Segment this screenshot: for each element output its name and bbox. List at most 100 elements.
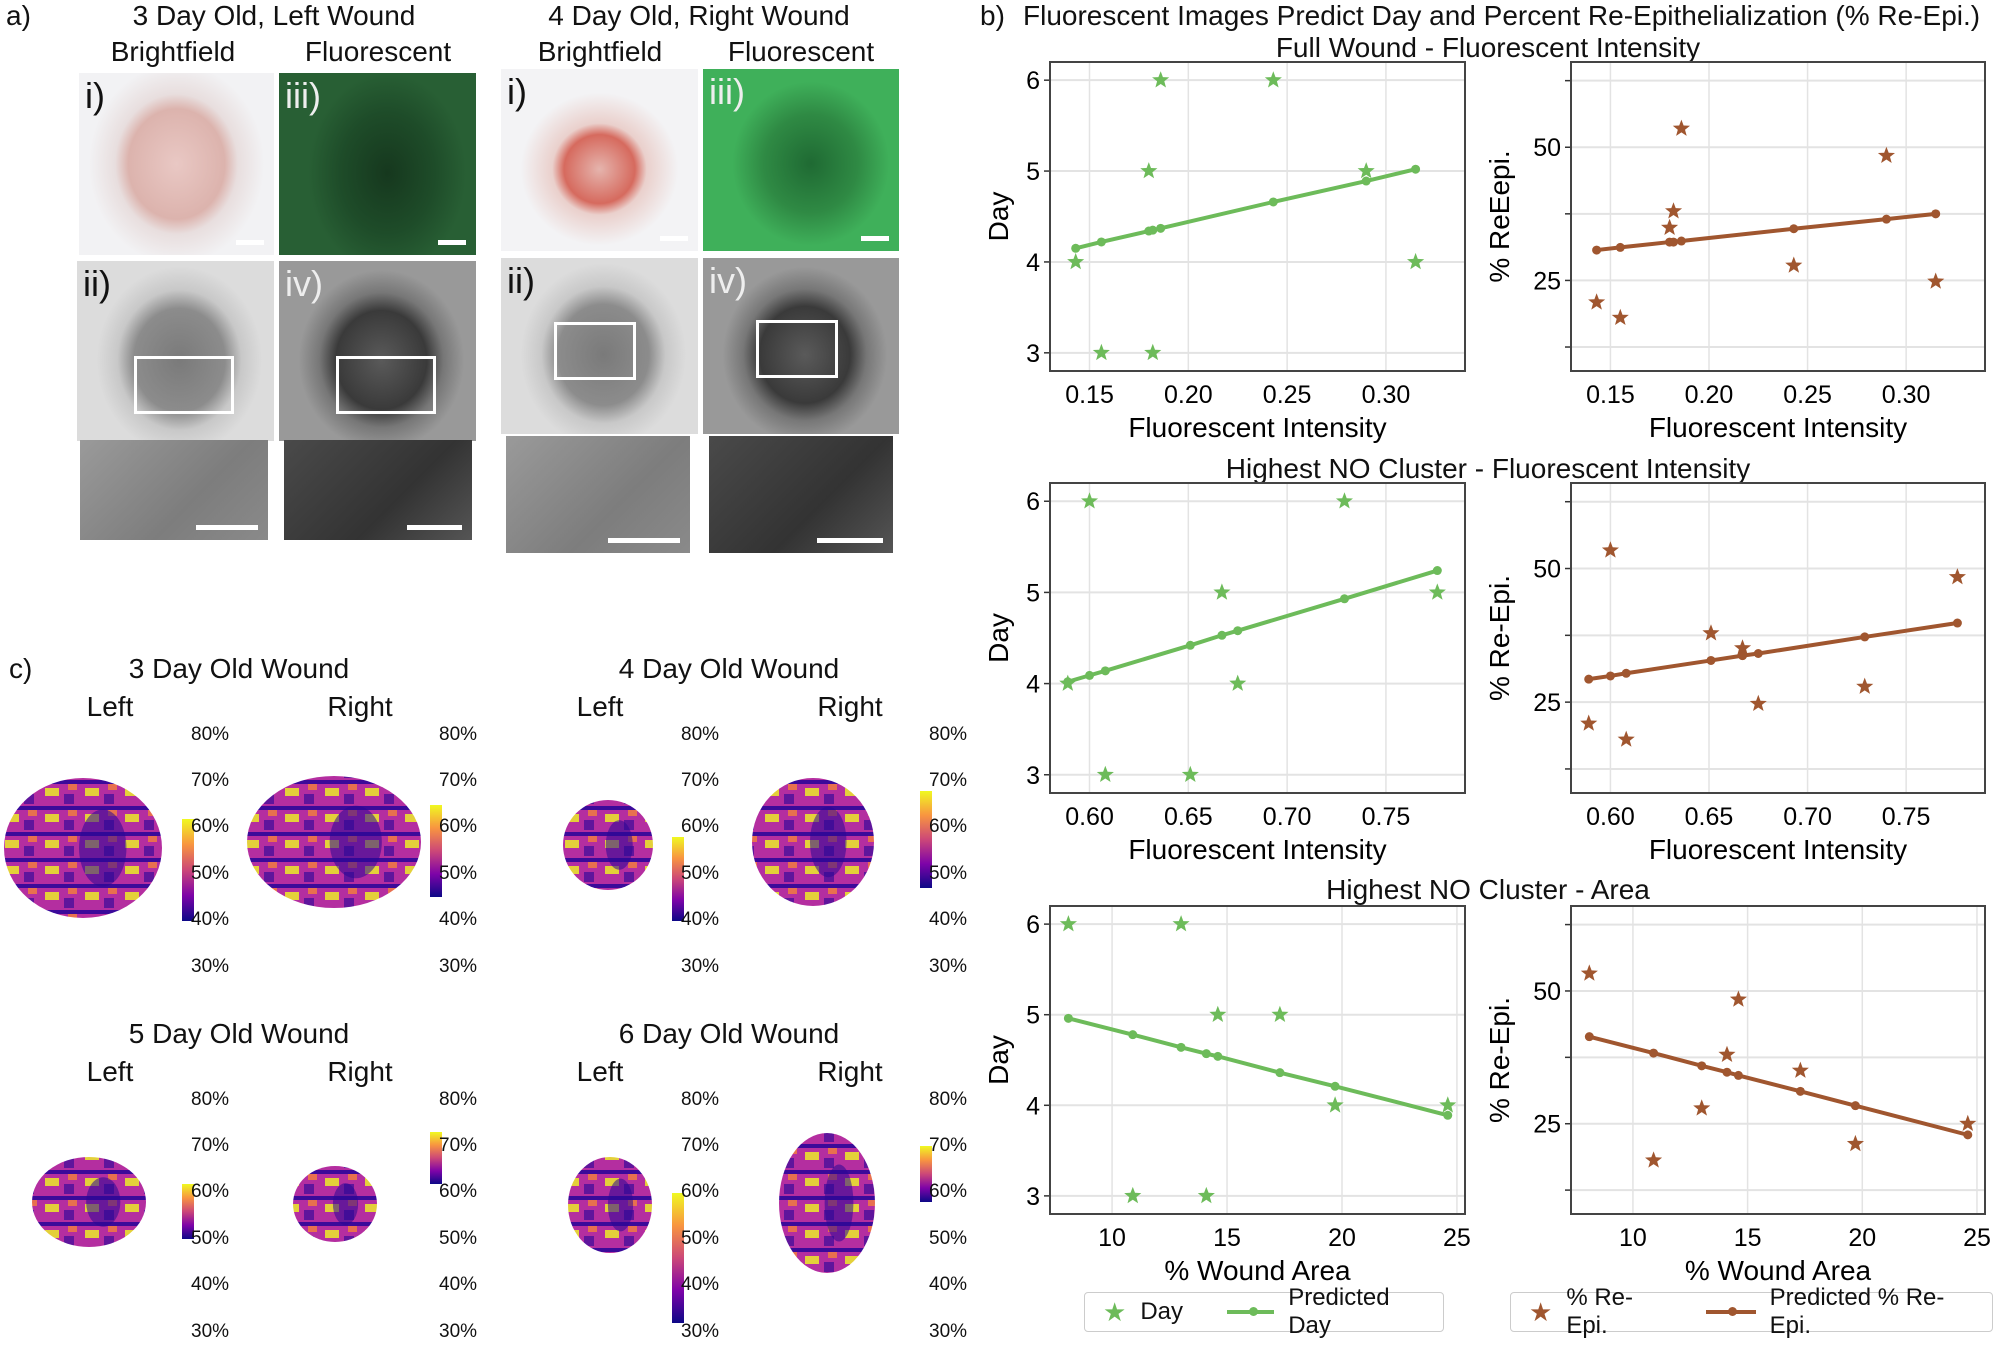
predicted-point [1339,594,1349,604]
observed-star-point [1645,1151,1663,1168]
observed-star-point [1588,293,1606,310]
zoom-inset-image [506,436,690,553]
x-axis-label: % Wound Area [1164,1255,1351,1286]
heatmap-low-region [824,1164,854,1242]
predicted-point [1753,649,1763,658]
observed-star-point [1580,964,1598,981]
scale-bar [660,236,688,241]
predicted-point [1330,1081,1340,1091]
image-label: iii) [709,71,745,112]
y-tick-label: 5 [1026,158,1040,186]
colorbar-tick-label: 70% [439,770,478,791]
row-title: Highest NO Cluster - Area [1326,874,1650,905]
zoom-region-box [756,320,838,378]
column-label: Fluorescent [304,36,452,67]
colorbar-tick-label: 30% [191,1321,230,1342]
plot-frame [1570,482,1986,794]
zoom-region-box [336,356,436,414]
star-icon: ★ [1529,1296,1553,1327]
plot-frame [1049,61,1466,372]
colorbar-tick-label: 70% [439,1135,478,1156]
y-tick-label: 6 [1026,67,1040,95]
column-label: Fluorescent [727,36,875,67]
predicted-point [1071,243,1081,253]
scale-bar [438,240,466,245]
panel-c-label: c) [9,653,33,684]
line-marker-icon [1706,1307,1756,1316]
colorbar-tick-label: 50% [929,863,968,884]
image-label: i) [507,71,527,112]
colorbar-tick-label: 60% [681,1181,720,1202]
y-tick-label: 50 [1533,556,1561,584]
observed-star-point [1948,568,1966,585]
observed-star-point [1357,162,1375,179]
predicted-point [1128,1030,1138,1040]
colorbar-tick-label: 80% [439,1089,478,1110]
observed-star-point [1124,1186,1142,1204]
predicted-point [1676,236,1686,246]
image-label: iv) [285,263,323,304]
observed-star-point [1693,1099,1711,1116]
zoom-inset-image [709,436,893,553]
predicted-point [1096,237,1106,247]
colorbar-tick-label: 50% [681,1228,720,1249]
colorbar [430,1132,442,1184]
x-tick-label: 0.60 [1586,803,1635,831]
predicted-line [1067,568,1438,684]
colorbar-tick-label: 50% [191,863,230,884]
line-marker-icon [1227,1307,1275,1316]
y-tick-label: 5 [1026,1002,1040,1030]
observed-star-point [1877,146,1895,163]
star-icon: ★ [1103,1296,1127,1327]
legend-label: Predicted % Re-Epi. [1769,1284,1945,1339]
side-label: Right [327,691,393,722]
predicted-point [1669,237,1679,247]
colorbar-tick-label: 40% [681,1274,720,1295]
colorbar-tick-label: 30% [439,956,478,977]
colorbar [672,1192,684,1323]
observed-star-point [1181,765,1199,782]
x-tick-label: 20 [1328,1224,1356,1252]
brightfield-image: i) [79,73,274,255]
predicted-point [1148,225,1158,235]
image-label: iii) [285,75,321,116]
predicted-point [1063,1013,1073,1023]
x-tick-label: 0.30 [1882,381,1931,409]
scale-bar [236,240,264,245]
colorbar [182,818,194,921]
brightfield-gray-image: ii) [501,258,698,434]
panel-b-label: b) [980,0,1005,31]
colorbar-tick-label: 40% [929,1274,968,1295]
x-tick-label: 15 [1734,1224,1762,1252]
colorbar-tick-label: 40% [439,1274,478,1295]
observed-star-point [1229,674,1247,691]
colorbar-tick-label: 50% [681,863,720,884]
observed-star-point [1718,1045,1736,1062]
heatmap-low-region [86,1177,121,1227]
column-label: Brightfield [537,36,663,67]
colorbar-tick-label: 30% [929,1321,968,1342]
row-title: Highest NO Cluster - Fluorescent Intensi… [1225,453,1751,484]
colorbar-tick-label: 30% [929,956,968,977]
colorbar-tick-label: 30% [439,1321,478,1342]
x-axis-label: Fluorescent Intensity [1649,834,1907,865]
panel-b-title: Fluorescent Images Predict Day and Perce… [1023,0,1981,31]
predicted-point [1963,1130,1973,1140]
colorbar-tick-label: 70% [929,770,968,791]
legend-label: Predicted Day [1288,1284,1390,1339]
x-tick-label: 20 [1848,1224,1876,1252]
x-tick-label: 0.75 [1882,803,1931,831]
wound-title: 3 Day Old Wound [128,653,350,684]
wound-title: 6 Day Old Wound [618,1018,840,1049]
observed-star-point [1791,1061,1809,1078]
observed-star-point [1611,308,1629,325]
colorbar [920,790,932,889]
fluorescent-gray-image: iv) [703,258,899,434]
scale-bar [608,538,680,543]
colorbar-tick-label: 50% [191,1228,230,1249]
observed-star-point [1785,256,1803,273]
predicted-point [1881,214,1891,224]
x-tick-label: 10 [1619,1224,1647,1252]
observed-star-point [1326,1096,1344,1113]
